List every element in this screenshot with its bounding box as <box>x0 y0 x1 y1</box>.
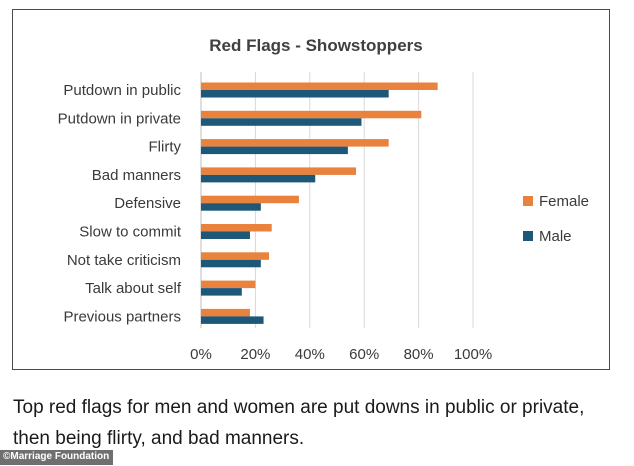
category-label: Flirty <box>149 139 182 156</box>
chart-frame: Red Flags - Showstoppers Putdown in publ… <box>12 9 610 370</box>
x-tick-label: 20% <box>240 346 270 363</box>
legend-label-female: Female <box>539 193 589 210</box>
bar-female <box>201 110 422 119</box>
x-tick-labels: 0% 20% 40% 60% 80% 100% <box>190 346 492 363</box>
bar-chart: Red Flags - Showstoppers Putdown in publ… <box>58 36 589 363</box>
bar-male <box>201 118 362 126</box>
bars <box>201 82 438 324</box>
x-tick-label: 100% <box>454 346 492 363</box>
category-label: Putdown in public <box>63 82 181 99</box>
legend: Female Male <box>523 193 589 245</box>
bar-male <box>201 231 250 239</box>
category-label: Previous partners <box>63 308 181 325</box>
category-label: Not take criticism <box>67 252 181 269</box>
legend-swatch-female <box>523 196 533 206</box>
bar-male <box>201 203 261 211</box>
bar-male <box>201 288 242 296</box>
category-label: Putdown in private <box>58 110 181 127</box>
legend-label-male: Male <box>539 228 572 245</box>
x-tick-label: 80% <box>404 346 434 363</box>
category-label: Talk about self <box>85 280 182 297</box>
x-tick-label: 60% <box>349 346 379 363</box>
legend-swatch-male <box>523 231 533 241</box>
category-label: Slow to commit <box>79 224 182 241</box>
bar-female <box>201 224 272 232</box>
bar-female <box>201 252 269 260</box>
bar-female <box>201 308 250 317</box>
bar-male <box>201 316 264 324</box>
bar-male <box>201 259 261 268</box>
credit-label: ©Marriage Foundation <box>0 450 114 465</box>
bar-female <box>201 139 389 147</box>
chart-title: Red Flags - Showstoppers <box>209 36 422 55</box>
bar-male <box>201 146 348 155</box>
category-labels: Putdown in public Putdown in private Flirt… <box>58 82 182 325</box>
bar-male <box>201 90 389 98</box>
x-tick-label: 0% <box>190 346 212 363</box>
caption-text: Top red flags for men and women are put … <box>13 397 585 449</box>
category-label: Defensive <box>114 195 181 212</box>
bar-female <box>201 280 256 289</box>
bar-female <box>201 167 357 175</box>
bar-female <box>201 195 299 204</box>
bar-male <box>201 174 316 183</box>
bar-female <box>201 82 438 90</box>
category-label: Bad manners <box>92 167 181 184</box>
x-tick-label: 40% <box>295 346 325 363</box>
